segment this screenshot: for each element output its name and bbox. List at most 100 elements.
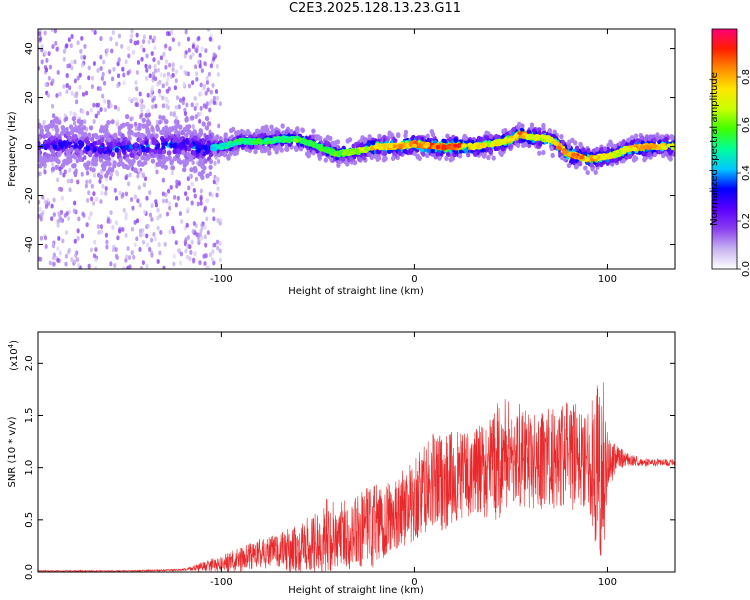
spectrogram-point bbox=[70, 90, 74, 96]
spectrogram-x-tick-label: -100 bbox=[210, 274, 233, 285]
spectrogram-ridge-point bbox=[520, 134, 526, 139]
spectrogram-point bbox=[68, 85, 72, 91]
spectrogram-ridge-point bbox=[372, 145, 379, 150]
spectrogram-point bbox=[196, 147, 201, 154]
spectrogram-point bbox=[141, 39, 146, 44]
spectrogram-point bbox=[184, 29, 188, 35]
spectrogram-point bbox=[164, 119, 169, 125]
spectrogram-point bbox=[122, 80, 126, 86]
spectrogram-point bbox=[670, 135, 675, 141]
spectrogram-point bbox=[325, 141, 331, 147]
spectrogram-point bbox=[204, 134, 210, 140]
spectrogram-ridge-point bbox=[425, 141, 431, 146]
spectrogram-point bbox=[215, 192, 219, 198]
spectrogram-point bbox=[139, 44, 144, 50]
spectrogram-point bbox=[114, 253, 119, 259]
spectrogram-point bbox=[48, 64, 53, 70]
spectrogram-point bbox=[191, 228, 195, 234]
spectrogram-point bbox=[148, 212, 153, 218]
spectrogram-point bbox=[517, 121, 522, 127]
spectrogram-point bbox=[142, 34, 146, 40]
spectrogram-point bbox=[280, 123, 285, 129]
spectrogram-point bbox=[154, 103, 158, 109]
spectrogram-point bbox=[145, 242, 150, 248]
spectrogram-point bbox=[75, 257, 80, 263]
spectrogram-point bbox=[145, 75, 149, 81]
spectrogram-point bbox=[131, 158, 136, 164]
spectrogram-point bbox=[453, 149, 459, 155]
spectrogram-point bbox=[62, 56, 66, 62]
spectrogram-point bbox=[125, 174, 129, 179]
spectrogram-point bbox=[121, 140, 126, 147]
spectrogram-point bbox=[609, 157, 615, 163]
spectrogram-ridge-point bbox=[345, 149, 351, 154]
spectrogram-point bbox=[154, 133, 159, 139]
spectrogram-point bbox=[97, 229, 101, 235]
spectrogram-point bbox=[67, 37, 71, 43]
spectrogram-point bbox=[76, 40, 80, 46]
spectrogram-point bbox=[193, 251, 197, 257]
spectrogram-point bbox=[150, 51, 154, 56]
spectrogram-point bbox=[629, 140, 634, 147]
spectrogram-point bbox=[183, 111, 188, 117]
spectrogram-point bbox=[141, 232, 145, 238]
spectrogram-point bbox=[196, 201, 200, 207]
spectrogram-point bbox=[142, 155, 147, 161]
spectrogram-y-tick-label: -40 bbox=[24, 236, 35, 252]
spectrogram-point bbox=[212, 150, 217, 156]
spectrogram-point bbox=[101, 183, 105, 189]
spectrogram-point bbox=[56, 218, 60, 224]
spectrogram-point bbox=[627, 153, 633, 160]
spectrogram-point bbox=[532, 128, 537, 134]
spectrogram-point bbox=[43, 30, 47, 36]
spectrogram-point bbox=[144, 63, 148, 69]
spectrogram-point bbox=[129, 152, 135, 158]
spectrogram-point bbox=[437, 155, 442, 161]
spectrogram-x-axis-label: Height of straight line (km) bbox=[288, 286, 424, 297]
spectrogram-point bbox=[325, 134, 331, 140]
spectrogram-point bbox=[323, 157, 329, 163]
spectrogram-point bbox=[208, 107, 212, 113]
spectrogram-ridge-point bbox=[528, 133, 534, 138]
colorbar-tick-label: 0.2 bbox=[741, 213, 750, 229]
spectrogram-ridge-point bbox=[305, 141, 311, 146]
spectrogram-point bbox=[218, 136, 223, 142]
spectrogram-point bbox=[39, 216, 43, 222]
spectrogram-point bbox=[403, 133, 408, 139]
spectrogram-point bbox=[164, 43, 168, 49]
snr-y-axis-label: SNR (10 * v/v) bbox=[7, 416, 18, 487]
spectrogram-point bbox=[86, 160, 91, 166]
spectrogram-point bbox=[84, 165, 90, 171]
spectrogram-point bbox=[98, 157, 104, 163]
spectrogram-ridge-point bbox=[489, 143, 495, 148]
spectrogram-point bbox=[141, 260, 146, 266]
spectrogram-point bbox=[116, 161, 122, 168]
spectrogram-point bbox=[177, 41, 181, 47]
colorbar-tick-label: 0.8 bbox=[741, 69, 750, 85]
spectrogram-point bbox=[190, 239, 194, 245]
spectrogram-point bbox=[188, 256, 192, 262]
spectrogram-point bbox=[92, 119, 96, 124]
spectrogram-point bbox=[161, 83, 165, 89]
spectrogram-point bbox=[121, 227, 125, 232]
spectrogram-point bbox=[392, 151, 397, 158]
spectrogram-point bbox=[169, 111, 173, 117]
spectrogram-point bbox=[511, 127, 516, 133]
spectrogram-point bbox=[357, 156, 362, 162]
spectrogram-ridge-point bbox=[620, 149, 626, 154]
spectrogram-point bbox=[147, 39, 151, 45]
spectrogram-point bbox=[646, 151, 652, 158]
spectrogram-point bbox=[106, 218, 110, 224]
spectrogram-point bbox=[72, 208, 76, 214]
spectrogram-point bbox=[210, 257, 215, 263]
spectrogram-point bbox=[80, 54, 84, 60]
spectrogram-point bbox=[112, 163, 117, 169]
spectrogram-point bbox=[43, 199, 47, 204]
spectrogram-point bbox=[389, 132, 394, 138]
spectrogram-point bbox=[577, 160, 583, 167]
spectrogram-point bbox=[165, 103, 169, 109]
spectrogram-ridge-point bbox=[646, 146, 652, 151]
spectrogram-point bbox=[161, 137, 166, 144]
spectrogram-point bbox=[174, 78, 178, 84]
spectrogram-point bbox=[632, 155, 637, 161]
